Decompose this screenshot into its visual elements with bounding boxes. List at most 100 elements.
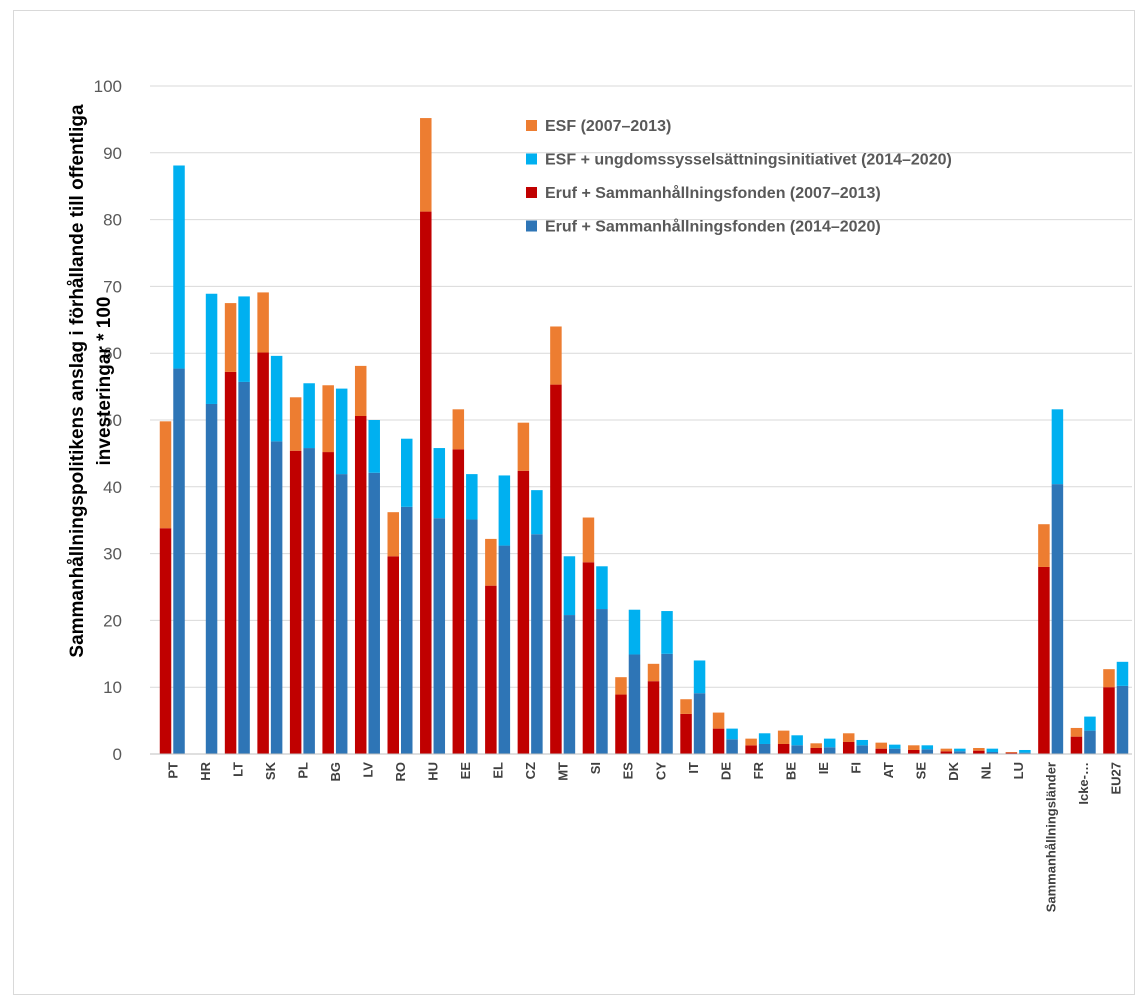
x-tick-label: EE: [458, 762, 473, 780]
bar-segment-at: [889, 744, 901, 749]
legend-label: Eruf + Sammanhållningsfonden (2007–2013): [545, 184, 881, 202]
bar-segment-bg: [322, 385, 334, 453]
bar-segment-dk: [954, 751, 966, 754]
bar-segment-sammanhållningsländer: [1051, 409, 1064, 485]
bar-segment-cy: [661, 611, 673, 654]
bar-segment-lt: [224, 303, 237, 372]
y-tick-label: 20: [103, 611, 122, 630]
x-tick-label: SK: [263, 761, 278, 780]
x-tick-label: AT: [881, 762, 896, 778]
bar-segment-lu: [1019, 752, 1031, 754]
stacked-bar-chart: 0 10 20 30 40 50 60 70 80 90 100 PT HR LT SK PL BG LV RO H…: [67, 77, 1132, 912]
bar-segment-cy: [647, 663, 660, 682]
bar-segment-be: [777, 743, 790, 754]
bar-segment-be: [791, 745, 803, 754]
x-tick-label: MT: [556, 762, 571, 781]
bar-segment-si: [582, 517, 595, 563]
bar-segment-mt: [550, 384, 562, 754]
x-tick-label: CY: [653, 762, 668, 780]
bar-segment-ro: [387, 556, 399, 754]
bar-segment-it: [680, 713, 692, 754]
bar-segment-cz: [517, 470, 530, 754]
bar-segment-cz: [517, 422, 530, 471]
y-axis-label-line2: investeringar * 100: [94, 297, 115, 466]
bar-segment-sk: [270, 441, 283, 754]
bar-segment-icke-: [1070, 727, 1083, 737]
bar-segment-lv: [354, 415, 367, 754]
bar-segment-sammanhållningsländer: [1051, 484, 1064, 754]
bar-segment-hr: [205, 403, 218, 754]
bar-segment-it: [680, 699, 692, 714]
bar-segment-el: [485, 538, 497, 586]
bar-segment-bg: [335, 388, 348, 475]
x-tick-label: BG: [328, 762, 343, 782]
bar-segment-lu: [1019, 749, 1031, 753]
x-tick-label: BE: [783, 762, 798, 780]
x-tick-label: RO: [393, 762, 408, 782]
bar-segment-eu27: [1116, 661, 1129, 686]
bar-segment-si: [596, 609, 608, 754]
bar-segment-lt: [238, 381, 250, 754]
bar-segment-ro: [387, 512, 399, 557]
x-tick-label: EL: [491, 762, 506, 779]
legend-label: Eruf + Sammanhållningsfonden (2014–2020): [545, 218, 881, 236]
bar-segment-ee: [466, 474, 478, 520]
y-tick-label: 80: [103, 211, 122, 230]
bar-segment-nl: [986, 748, 999, 752]
bar-segment-nl: [973, 750, 985, 754]
bar-segment-es: [628, 609, 641, 655]
legend-swatch: [526, 153, 537, 165]
bar-segment-cy: [661, 653, 673, 754]
bar-segment-ro: [401, 438, 413, 507]
chart-frame: 0 10 20 30 40 50 60 70 80 90 100 PT HR LT SK PL BG LV RO H…: [13, 10, 1135, 995]
x-tick-label: Sammanhållningsländer: [1044, 762, 1059, 912]
bar-segment-si: [596, 566, 608, 610]
legend-swatch: [526, 187, 537, 198]
bar-segment-sammanhållningsländer: [1038, 566, 1050, 754]
bar-segment-nl: [986, 751, 999, 754]
legend-label: ESF (2007–2013): [545, 118, 671, 135]
bar-segment-lu: [1005, 752, 1018, 754]
bar-segment-se: [908, 749, 920, 754]
bar-segment-it: [693, 660, 706, 694]
y-tick-label: 10: [103, 678, 122, 697]
x-tick-label: HU: [426, 762, 441, 781]
x-tick-label: LU: [1011, 762, 1026, 779]
bar-segment-se: [921, 745, 934, 750]
y-axis-label-line1: Sammanhållningspolitikens anslag i förhå…: [67, 104, 88, 658]
bar-segment-pt: [159, 528, 172, 754]
bar-segment-lt: [238, 296, 250, 382]
x-tick-label: FR: [751, 761, 766, 779]
bar-segment-es: [615, 694, 627, 754]
bar-segment-fi: [856, 745, 868, 754]
x-tick-label: LT: [230, 762, 245, 777]
x-tick-label: ES: [621, 762, 636, 780]
legend: ESF (2007–2013) ESF + ungdomssysselsättni…: [526, 118, 952, 236]
bar-segment-fr: [745, 738, 757, 746]
bar-segment-sk: [270, 355, 283, 442]
bar-segment-ee: [452, 409, 465, 450]
y-tick-label: 60: [103, 344, 122, 363]
x-tick-label: SI: [588, 762, 603, 774]
bar-segment-ee: [466, 519, 478, 754]
y-tick-label: 40: [103, 478, 122, 497]
bar-segment-at: [889, 748, 901, 754]
bar-segment-bg: [322, 452, 334, 754]
bar-segment-fr: [758, 733, 771, 744]
bar-segment-pt: [173, 368, 185, 754]
y-tick-label: 90: [103, 144, 122, 163]
y-tick-label: 30: [103, 545, 122, 564]
bar-segment-ie: [810, 743, 822, 748]
bar-segment-fr: [745, 745, 757, 754]
x-tick-label: IT: [686, 762, 701, 774]
bar-segment-hu: [433, 448, 446, 519]
bar-segment-cz: [531, 534, 543, 754]
bar-segment-be: [777, 730, 790, 744]
bar-segment-se: [921, 749, 934, 754]
bar-segment-ie: [823, 738, 836, 748]
bar-segment-dk: [954, 748, 966, 752]
bar-segment-pt: [159, 421, 172, 529]
bar-segment-ro: [401, 506, 413, 754]
bar-segment-icke-: [1084, 716, 1096, 731]
bar-segment-pl: [303, 448, 315, 754]
